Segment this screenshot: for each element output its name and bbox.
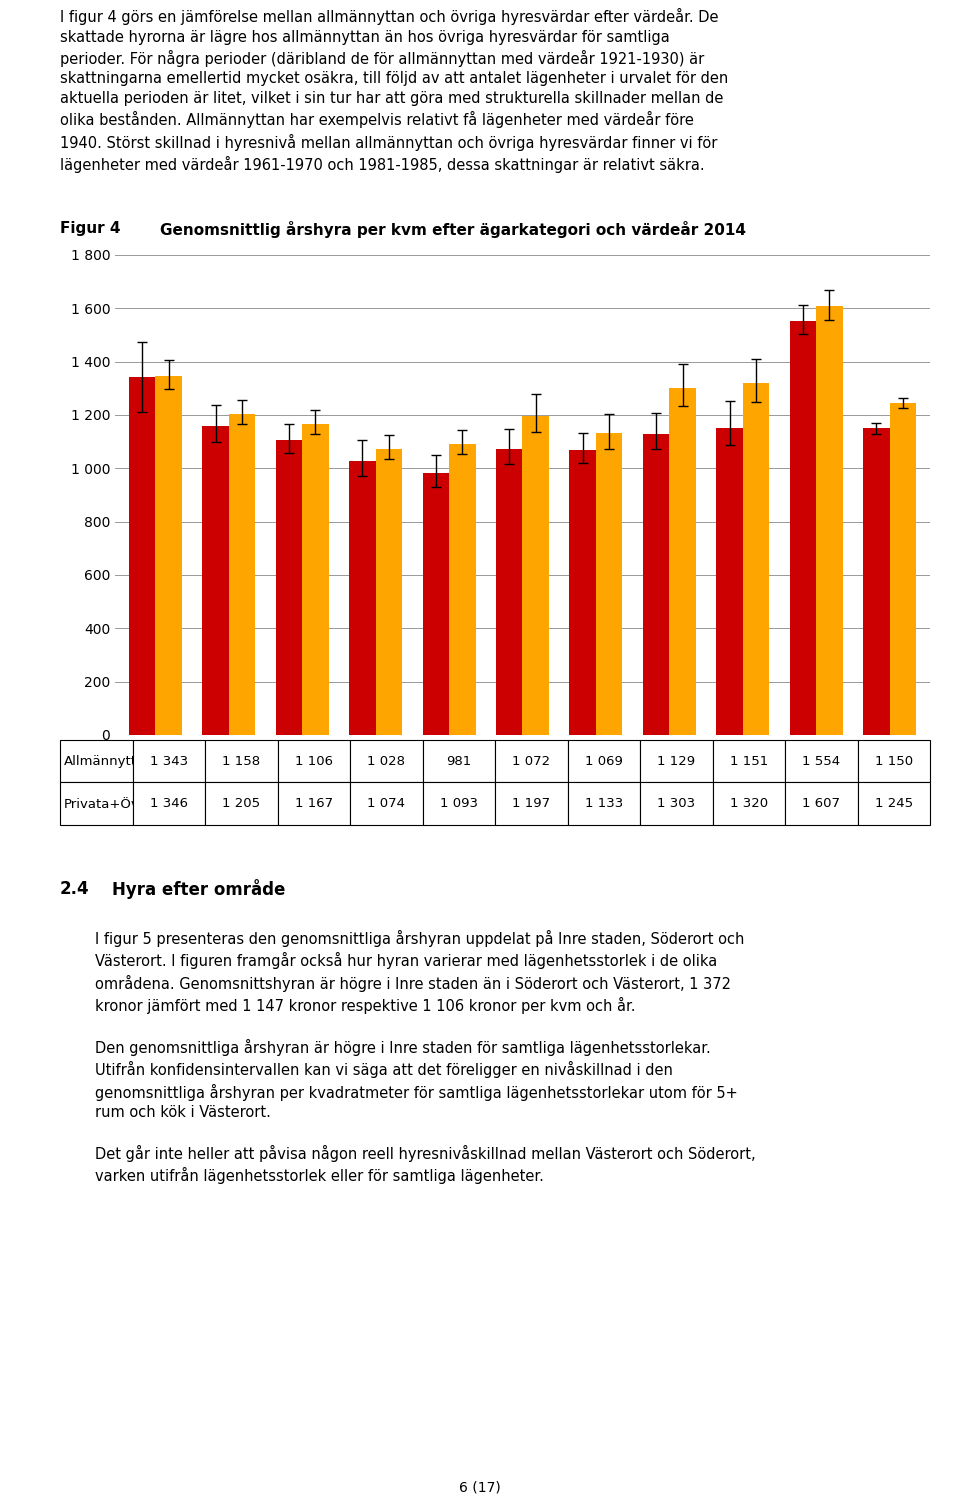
- Bar: [643, 433, 669, 734]
- Bar: [203, 426, 228, 734]
- Bar: [276, 439, 302, 734]
- Text: I figur 4 görs en jämförelse mellan allmännyttan och övriga hyresvärdar efter vä: I figur 4 görs en jämförelse mellan allm…: [60, 8, 729, 173]
- Bar: [863, 429, 890, 734]
- Bar: [816, 307, 843, 734]
- Text: Genomsnittlig årshyra per kvm efter ägarkategori och värdeår 2014: Genomsnittlig årshyra per kvm efter ägar…: [160, 221, 746, 238]
- Bar: [422, 474, 449, 734]
- Text: Figur 4: Figur 4: [60, 221, 121, 236]
- Text: Hyra efter område: Hyra efter område: [112, 879, 285, 898]
- Bar: [375, 448, 402, 734]
- Bar: [302, 424, 328, 734]
- Bar: [496, 448, 522, 734]
- Bar: [596, 433, 622, 734]
- Bar: [669, 387, 696, 734]
- Bar: [228, 414, 255, 734]
- Bar: [449, 444, 475, 734]
- Bar: [890, 403, 916, 734]
- Bar: [716, 427, 743, 734]
- Bar: [790, 321, 816, 734]
- Bar: [349, 461, 375, 734]
- Text: I figur 5 presenteras den genomsnittliga årshyran uppdelat på Inre staden, Söder: I figur 5 presenteras den genomsnittliga…: [95, 930, 756, 1184]
- Text: 2.4: 2.4: [60, 880, 89, 898]
- Bar: [569, 450, 596, 734]
- Bar: [129, 376, 156, 734]
- Bar: [156, 376, 181, 734]
- Bar: [743, 382, 769, 734]
- Bar: [522, 415, 549, 734]
- Text: 6 (17): 6 (17): [459, 1481, 501, 1494]
